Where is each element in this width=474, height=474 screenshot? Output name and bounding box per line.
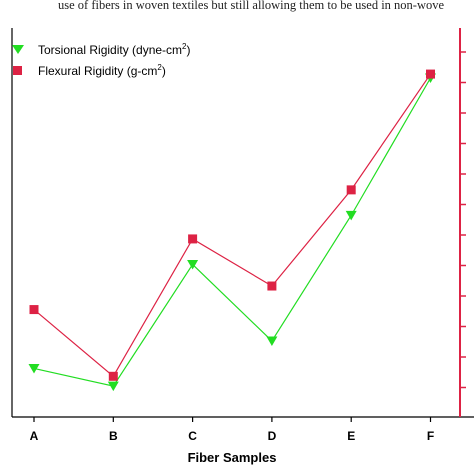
plot-frame bbox=[11, 28, 474, 418]
x-tick-label: F bbox=[427, 429, 434, 443]
legend-label-flexural: Flexural Rigidity (g-cm2) bbox=[38, 63, 166, 78]
x-tick-label: C bbox=[188, 429, 197, 443]
legend-marker-torsional bbox=[12, 45, 24, 54]
point-torsional bbox=[28, 363, 40, 374]
top-caption-text: use of fibers in woven textiles but stil… bbox=[58, 0, 444, 12]
point-flexural bbox=[267, 281, 277, 291]
point-flexural bbox=[29, 305, 39, 315]
point-flexural bbox=[108, 371, 118, 381]
series-line-flexural bbox=[33, 73, 431, 378]
point-flexural bbox=[346, 185, 356, 195]
series-line-torsional bbox=[33, 77, 432, 387]
legend-marker-flexural bbox=[13, 66, 22, 75]
right-axis-ticks bbox=[460, 51, 466, 389]
legend-label-torsional: Torsional Rigidity (dyne-cm2) bbox=[38, 42, 191, 57]
x-tick-label: E bbox=[347, 429, 355, 443]
point-torsional bbox=[187, 259, 199, 270]
x-tick-label: D bbox=[268, 429, 277, 443]
point-torsional bbox=[266, 336, 278, 346]
legend: Torsional Rigidity (dyne-cm2) Flexural R… bbox=[12, 42, 191, 78]
point-torsional bbox=[345, 210, 357, 221]
x-tick-label: B bbox=[109, 429, 118, 443]
x-axis-label: Fiber Samples bbox=[188, 450, 277, 465]
point-flexural bbox=[188, 234, 198, 244]
x-tick-label: A bbox=[30, 429, 39, 443]
series-markers bbox=[28, 69, 436, 392]
series-lines bbox=[33, 73, 432, 387]
point-flexural bbox=[426, 69, 435, 79]
x-axis-ticks: A B C D E F bbox=[30, 417, 434, 443]
point-torsional bbox=[107, 381, 119, 392]
